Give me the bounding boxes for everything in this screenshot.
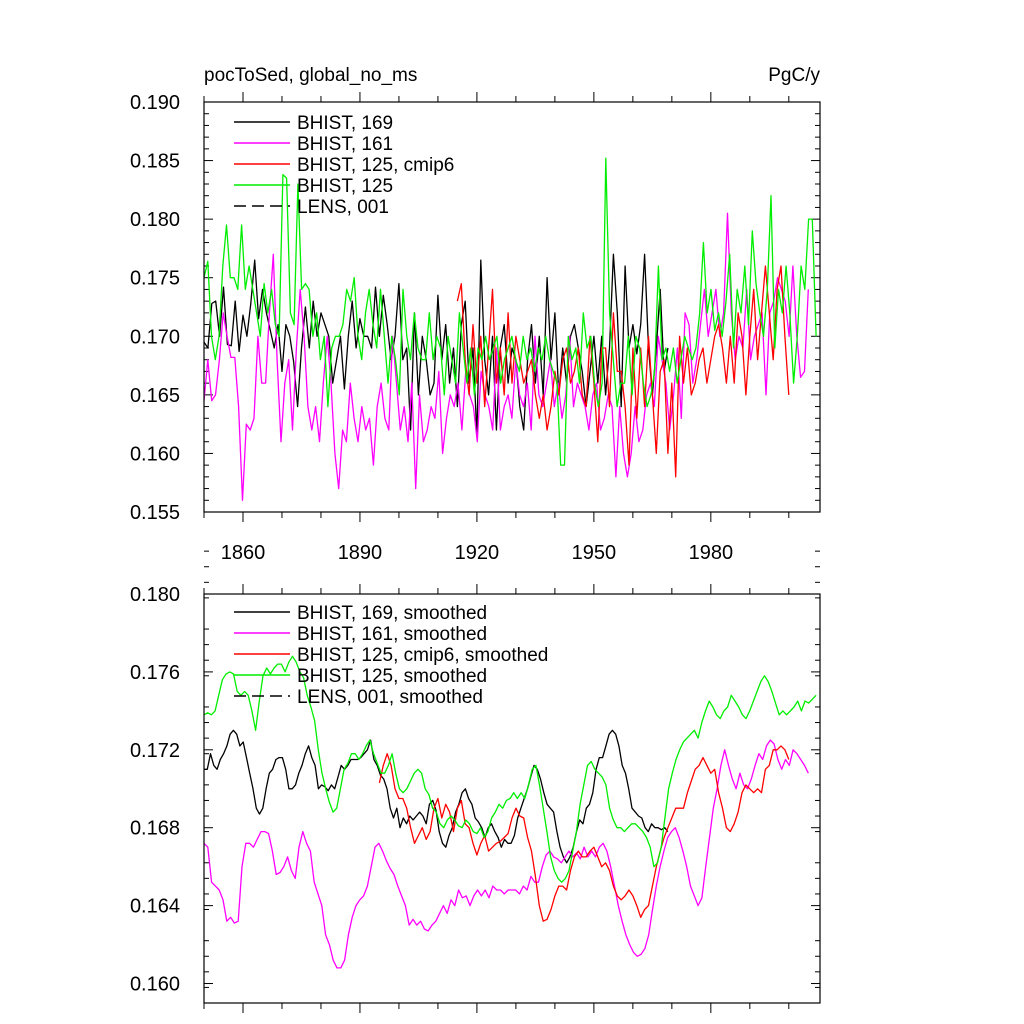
x-tick-label: 1950 (572, 542, 617, 564)
y-tick-label: 0.172 (130, 740, 180, 762)
y-tick-label: 0.164 (130, 896, 180, 918)
x-tick-label: 1920 (455, 542, 500, 564)
y-tick-label: 0.176 (130, 662, 180, 684)
legend-label: LENS, 001 (297, 197, 389, 218)
bottom-chart: 0.160 0.164 0.168 0.172 0.176 0.180 BHIST, 169… (130, 550, 821, 1013)
plot-frame (203, 593, 821, 1004)
legend-label: LENS, 001, smoothed (297, 687, 483, 708)
series-line-2 (378, 745, 790, 922)
y-tick-label: 0.160 (130, 974, 180, 996)
legend-label: BHIST, 125, cmip6, smoothed (297, 645, 548, 666)
legend-label: BHIST, 169 (297, 113, 393, 134)
units-label: PgC/y (768, 65, 820, 86)
legend-label: BHIST, 161, smoothed (297, 624, 487, 645)
series-line-3 (204, 655, 817, 883)
y-tick-label: 0.180 (130, 209, 180, 231)
y-tick-label: 0.160 (130, 443, 180, 465)
series-line-1 (204, 212, 809, 501)
x-tick-label: 1860 (221, 542, 266, 564)
y-tick-label: 0.170 (130, 326, 180, 348)
legend-label: BHIST, 125, smoothed (297, 666, 487, 687)
series-group (204, 655, 817, 969)
top-chart: pocToSed, global_no_ms PgC/y 0.155 0.160 0.1… (130, 65, 821, 564)
y-tick-label: 0.185 (130, 151, 180, 173)
series-group (204, 157, 817, 501)
series-line-3 (204, 157, 817, 466)
y-tick-label: 0.180 (130, 584, 180, 606)
series-line-2 (456, 265, 790, 478)
series-line-1 (204, 739, 809, 969)
legend-label: BHIST, 125, cmip6 (297, 155, 454, 176)
x-tick-label: 1980 (689, 542, 734, 564)
legend-label: BHIST, 125 (297, 176, 393, 197)
y-tick-label: 0.168 (130, 818, 180, 840)
y-tick-label: 0.175 (130, 268, 180, 290)
legend-label: BHIST, 169, smoothed (297, 603, 487, 624)
series-line-0 (204, 729, 669, 864)
chart-title: pocToSed, global_no_ms (204, 65, 417, 86)
y-tick-label: 0.165 (130, 385, 180, 407)
plot-frame (203, 101, 821, 513)
y-tick-label: 0.155 (130, 502, 180, 524)
y-tick-label: 0.190 (130, 92, 180, 114)
legend-label: BHIST, 161 (297, 134, 393, 155)
x-tick-label: 1890 (338, 542, 383, 564)
